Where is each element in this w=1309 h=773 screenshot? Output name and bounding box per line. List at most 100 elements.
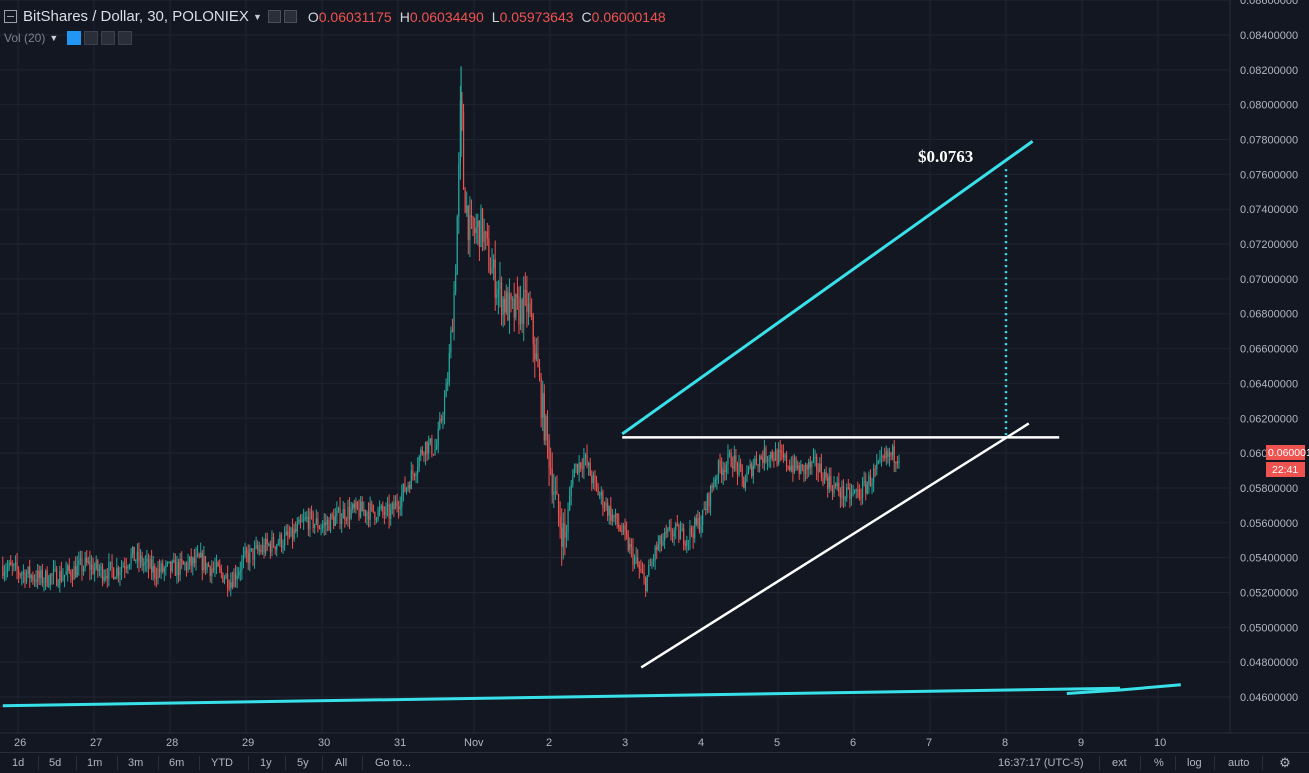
candle-body: [70, 571, 72, 578]
candle-body: [806, 464, 808, 470]
candle-body: [573, 468, 575, 478]
candle-body: [303, 518, 305, 522]
trendline-rising-support[interactable]: [640, 422, 1030, 669]
candle-body: [8, 562, 10, 568]
candle-body: [249, 549, 251, 563]
target-price-annotation: $0.0763: [918, 147, 973, 166]
x-tick-label: 28: [166, 737, 178, 749]
candle-body: [325, 522, 327, 525]
candle-body: [160, 563, 162, 572]
close-value: 0.06000148: [591, 8, 666, 25]
clock[interactable]: 16:37:17 (UTC-5): [998, 757, 1084, 769]
range-6m[interactable]: 6m: [169, 757, 185, 769]
indicator-more-icon[interactable]: [101, 31, 116, 45]
grid: [0, 0, 1230, 733]
candle-body: [124, 565, 126, 568]
candle-body: [798, 465, 800, 475]
candle-body: [209, 566, 211, 576]
settings-icon[interactable]: [267, 10, 281, 23]
y-tick-label: 0.07600000: [1240, 169, 1298, 181]
candle-body: [415, 474, 417, 477]
candle-body: [260, 549, 262, 552]
candle-body: [38, 570, 40, 578]
candle-body: [345, 519, 347, 521]
candle-body: [822, 477, 824, 484]
goto-button[interactable]: Go to...: [375, 757, 412, 769]
candle-body: [519, 299, 522, 325]
indicator-chevron-icon[interactable]: ▼: [49, 33, 59, 43]
y-tick-label: 0.07800000: [1240, 135, 1298, 147]
candle-body: [56, 568, 58, 586]
close-icon[interactable]: [118, 31, 133, 45]
candle-body: [122, 565, 124, 567]
range-5d[interactable]: 5d: [49, 757, 62, 769]
candle-body: [244, 550, 246, 556]
candle-body: [472, 217, 474, 229]
candle-body: [152, 565, 154, 573]
candle-body: [242, 555, 245, 561]
candle-body: [168, 561, 170, 563]
candle-body: [412, 470, 414, 475]
candle-body: [231, 582, 233, 588]
candle-body: [133, 546, 135, 561]
candle-body: [92, 564, 94, 574]
collapse-icon[interactable]: [4, 10, 17, 23]
candle-body: [611, 514, 613, 521]
candle-body: [355, 502, 357, 508]
candle-body: [557, 494, 560, 517]
candle-body: [622, 525, 625, 533]
candle-body: [808, 461, 810, 470]
range-1d[interactable]: 1d: [12, 757, 25, 769]
candle-body: [295, 529, 297, 532]
ext-toggle[interactable]: ext: [1112, 757, 1127, 769]
candle-body: [339, 507, 341, 525]
candle-body: [654, 546, 656, 561]
candle-body: [760, 456, 762, 459]
candle-body: [831, 487, 834, 494]
candle-body: [10, 562, 12, 566]
symbol-title[interactable]: BitShares / Dollar, 30, POLONIEX: [23, 8, 249, 25]
range-3m[interactable]: 3m: [128, 757, 144, 769]
trendline-channel-top[interactable]: [621, 140, 1034, 436]
candle-body: [478, 220, 480, 247]
auto-toggle[interactable]: auto: [1228, 757, 1250, 769]
log-toggle[interactable]: log: [1187, 757, 1202, 769]
range-1m[interactable]: 1m: [87, 757, 103, 769]
volume-indicator-label[interactable]: Vol (20): [4, 31, 46, 45]
candle-body: [46, 570, 48, 586]
candle-body: [141, 556, 143, 566]
countdown-label: 22:41: [1272, 464, 1298, 476]
candle-body: [94, 568, 96, 574]
candle-body: [690, 527, 693, 534]
candle-body: [540, 377, 542, 418]
trendline-long-term-support[interactable]: [2, 686, 1121, 708]
indicator-settings-icon[interactable]: [84, 31, 99, 45]
high-label: H: [399, 8, 410, 25]
candle-body: [117, 567, 119, 576]
compare-icon[interactable]: [283, 10, 297, 23]
candle-body: [418, 456, 420, 468]
candle-body: [771, 452, 773, 458]
candle-body: [21, 574, 23, 576]
candle-body: [421, 449, 423, 454]
gear-icon[interactable]: ⚙: [1279, 755, 1291, 770]
y-tick-label: 0.07400000: [1240, 204, 1298, 216]
candle-body: [486, 232, 488, 239]
percent-toggle[interactable]: %: [1154, 757, 1164, 769]
candle-body: [390, 509, 392, 519]
candle-body: [659, 536, 661, 545]
candle-body: [393, 503, 395, 510]
candle-body: [624, 525, 626, 531]
candle-body: [13, 564, 15, 567]
candle-body: [562, 523, 564, 547]
candle-body: [857, 490, 859, 492]
candle-body: [833, 484, 835, 494]
range-all[interactable]: All: [335, 757, 348, 769]
y-tick-label: 0.05000000: [1240, 622, 1298, 634]
eye-icon[interactable]: [67, 31, 82, 45]
chevron-down-icon[interactable]: ▼: [252, 11, 262, 22]
range-5y[interactable]: 5y: [297, 757, 309, 769]
range-ytd[interactable]: YTD: [211, 757, 233, 769]
range-1y[interactable]: 1y: [260, 757, 272, 769]
